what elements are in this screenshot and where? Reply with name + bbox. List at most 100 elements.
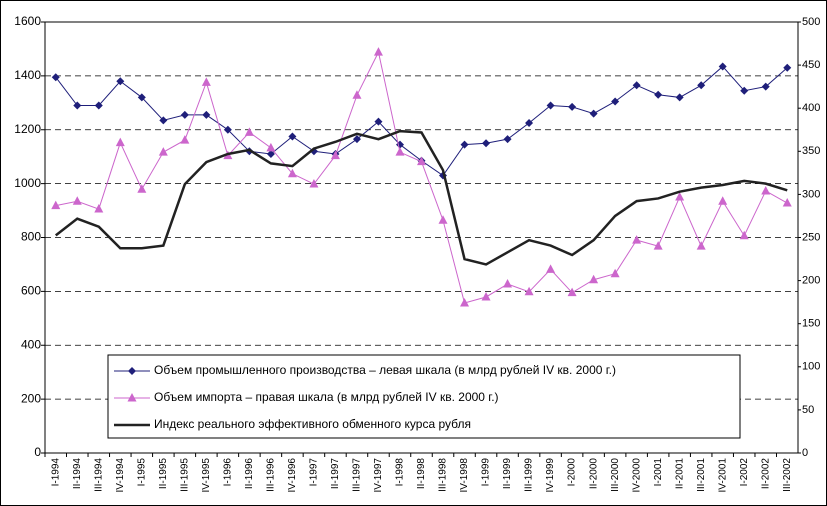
data-point — [288, 132, 297, 141]
data-point — [632, 81, 641, 90]
x-tick-label: III-2000 — [610, 458, 621, 492]
legend-box — [107, 354, 741, 439]
x-tick-label: IV-1994 — [115, 458, 126, 493]
x-tick-label: II-2002 — [760, 458, 771, 490]
data-point — [697, 81, 706, 90]
data-point — [761, 82, 770, 91]
data-point — [352, 90, 362, 99]
data-point — [653, 241, 663, 250]
data-point — [460, 140, 469, 149]
data-point — [632, 235, 642, 244]
data-point — [73, 101, 82, 110]
data-point — [201, 77, 211, 86]
data-point — [524, 286, 534, 296]
y-tick-label: 1200 — [14, 122, 41, 136]
data-point — [159, 116, 168, 125]
x-tick-label: II-2001 — [674, 458, 685, 490]
y2-tick-label: 400 — [802, 102, 820, 114]
x-tick-label: III-1999 — [524, 458, 535, 492]
data-point — [116, 77, 125, 86]
data-point — [482, 139, 491, 148]
data-point — [137, 184, 147, 193]
data-point — [589, 109, 598, 118]
x-tick-label: III-1996 — [266, 458, 277, 492]
x-tick-label: I-2000 — [567, 458, 578, 487]
x-tick-label: II-1998 — [416, 458, 427, 490]
legend-label: Объем импорта – правая шкала (в млрд руб… — [154, 390, 499, 404]
x-tick-label: II-1996 — [244, 458, 255, 490]
x-tick-label: I-1998 — [395, 458, 406, 487]
legend-marker — [128, 367, 136, 375]
data-point — [94, 204, 104, 213]
legend-label: Индекс реального эффективного обменного … — [154, 417, 471, 431]
y2-tick-label: 300 — [802, 188, 820, 200]
y2-tick-label: 50 — [802, 404, 814, 416]
data-point — [761, 185, 771, 195]
data-point — [287, 168, 297, 178]
data-point — [589, 274, 599, 284]
data-point — [395, 147, 405, 156]
y-tick-label: 1000 — [14, 176, 41, 190]
legend-marker — [127, 393, 137, 402]
data-point — [503, 135, 512, 144]
y-tick-label: 400 — [21, 337, 41, 351]
data-point — [610, 268, 620, 278]
x-tick-label: IV-1997 — [373, 458, 384, 493]
data-point — [137, 93, 146, 102]
data-point — [266, 149, 275, 158]
x-tick-label: I-1999 — [481, 458, 492, 487]
data-point — [72, 196, 82, 205]
data-point — [330, 150, 340, 160]
x-tick-label: I-1997 — [309, 458, 320, 487]
data-point — [739, 230, 749, 240]
data-point — [568, 102, 577, 111]
data-point — [94, 101, 103, 110]
data-point — [718, 196, 728, 205]
x-tick-label: III-1997 — [352, 458, 363, 492]
x-tick-label: IV-2000 — [631, 458, 642, 493]
data-point — [460, 298, 470, 307]
data-point — [51, 73, 60, 82]
data-point — [266, 142, 276, 152]
data-point — [611, 97, 620, 106]
y2-tick-label: 0 — [802, 447, 808, 459]
x-tick-label: III-2001 — [696, 458, 707, 492]
x-tick-label: II-1997 — [330, 458, 341, 490]
data-point — [783, 63, 792, 72]
x-tick-label: IV-1996 — [287, 458, 298, 493]
y2-tick-label: 200 — [802, 275, 820, 287]
y2-tick-label: 450 — [802, 59, 820, 71]
y-tick-label: 600 — [21, 284, 41, 298]
data-point — [374, 117, 383, 126]
legend-label: Объем промышленного производства – левая… — [154, 363, 616, 377]
data-point — [654, 90, 663, 99]
data-point — [373, 47, 383, 56]
data-point — [696, 241, 706, 250]
x-tick-label: III-2002 — [782, 458, 793, 492]
y2-tick-label: 350 — [802, 145, 820, 157]
y2-tick-label: 150 — [802, 318, 820, 330]
x-tick-label: III-1998 — [438, 458, 449, 492]
data-point — [352, 135, 361, 144]
data-point — [675, 93, 684, 102]
x-tick-label: IV-1998 — [459, 458, 470, 493]
y-tick-label: 1600 — [14, 14, 41, 28]
x-tick-label: IV-2001 — [717, 458, 728, 493]
data-point — [180, 110, 189, 119]
data-point — [202, 110, 211, 119]
series-line — [54, 129, 788, 266]
y-tick-label: 0 — [34, 445, 41, 459]
x-tick-label: IV-1995 — [201, 458, 212, 493]
x-tick-label: III-1995 — [179, 458, 190, 492]
data-point — [782, 198, 792, 207]
y-tick-label: 200 — [21, 391, 41, 405]
x-tick-label: III-1994 — [93, 458, 104, 492]
x-tick-label: IV-1999 — [545, 458, 556, 493]
data-point — [309, 179, 319, 188]
data-point — [503, 279, 513, 288]
data-point — [180, 135, 190, 144]
x-tick-label: II-1999 — [502, 458, 513, 490]
x-tick-label: II-1994 — [72, 458, 83, 490]
x-tick-label: II-1995 — [158, 458, 169, 490]
